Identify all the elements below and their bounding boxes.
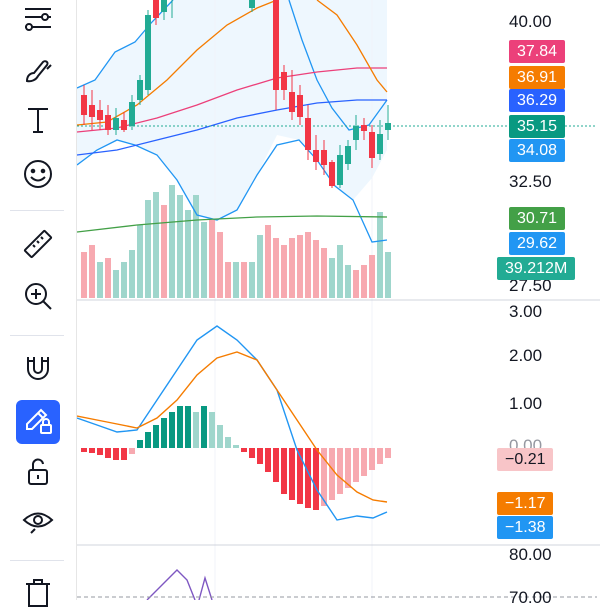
price-badge-ma-blue: 36.29	[509, 89, 566, 112]
candlesticks	[81, 0, 391, 188]
macd-histogram-badge: −0.21	[497, 448, 554, 471]
delete-button[interactable]	[16, 572, 60, 616]
macd-tick-label: 1.00	[509, 394, 543, 413]
macd-line	[77, 325, 388, 521]
price-tick-label: 27.50	[509, 276, 552, 295]
magnet-icon	[21, 351, 55, 390]
visibility-button[interactable]	[16, 502, 60, 546]
eye-icon	[21, 505, 55, 544]
bollinger-band-fill	[77, 0, 387, 220]
lock-drawing-icon	[21, 403, 55, 442]
toolbar-divider	[10, 560, 64, 561]
brush-icon	[21, 53, 55, 92]
text-button[interactable]	[16, 100, 60, 144]
rsi-line	[146, 569, 213, 600]
unlock-button[interactable]	[16, 452, 60, 496]
zoom-in-icon	[21, 279, 55, 318]
macd-signal-badge: −1.17	[497, 492, 554, 515]
price-badge-bollinger: 34.08	[509, 139, 566, 162]
bollinger-upper-right	[288, 0, 388, 131]
macd-tick-label: 2.00	[509, 346, 543, 365]
price-badge-ma-green: 30.71	[509, 207, 566, 230]
trash-icon	[21, 575, 55, 614]
price-badge-ma-orange: 36.91	[509, 66, 566, 89]
price-badge-bollinger-lower: 29.62	[509, 232, 566, 255]
brush-button[interactable]	[16, 50, 60, 94]
ma-green	[77, 215, 388, 233]
ruler-icon	[21, 227, 55, 266]
zoom-in-button[interactable]	[16, 276, 60, 320]
macd-tick-label: 3.00	[509, 302, 543, 321]
trend-tools-icon	[21, 3, 55, 42]
price-tick-label: 40.00	[509, 12, 552, 31]
volume-badge: 39.212M	[497, 257, 576, 280]
macd-histogram	[81, 406, 391, 510]
bollinger-lower	[77, 139, 388, 243]
unlock-icon	[21, 455, 55, 494]
trend-tools-button[interactable]	[16, 0, 60, 44]
ma-blue	[77, 99, 387, 156]
macd-line-badge: −1.38	[497, 516, 554, 539]
macd-signal-line	[77, 351, 388, 503]
rsi-tick-label: 70.00	[509, 588, 552, 607]
ruler-button[interactable]	[16, 224, 60, 268]
volume-bars	[81, 185, 391, 298]
magnet-button[interactable]	[16, 348, 60, 392]
drawing-toolbar	[0, 0, 77, 607]
chart-canvas[interactable]	[77, 0, 600, 600]
toolbar-divider	[10, 210, 64, 211]
last-price-badge: 35.15	[509, 115, 566, 138]
text-icon	[21, 103, 55, 142]
emoji-icon	[21, 157, 55, 196]
lock-drawing-button[interactable]	[16, 400, 60, 444]
emoji-button[interactable]	[16, 154, 60, 198]
toolbar-divider	[10, 335, 64, 336]
chart-area[interactable]: 40.00 32.50 27.50 37.84 36.91 36.29 35.1…	[77, 0, 600, 607]
price-tick-label: 32.50	[509, 172, 552, 191]
price-badge-ma-pink: 37.84	[509, 40, 566, 63]
rsi-tick-label: 80.00	[509, 545, 552, 564]
